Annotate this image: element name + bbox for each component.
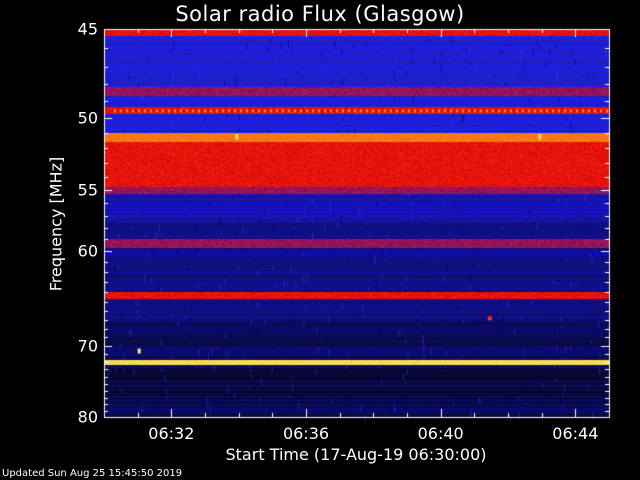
chart-title: Solar radio Flux (Glasgow) <box>175 2 465 26</box>
y-tick-label: 60 <box>77 241 98 261</box>
x-tick-label: 06:32 <box>148 424 195 443</box>
x-axis-label: Start Time (17-Aug-19 06:30:00) <box>225 445 487 464</box>
x-tick-label: 06:36 <box>282 424 330 443</box>
y-axis-label: Frequency [MHz] <box>46 156 66 292</box>
x-tick-label: 06:40 <box>417 424 464 443</box>
x-tick-label: 06:44 <box>552 424 599 443</box>
y-tick-label: 70 <box>77 336 98 356</box>
updated-timestamp: Updated Sun Aug 25 15:45:50 2019 <box>2 468 183 479</box>
y-tick-label: 80 <box>77 407 98 427</box>
y-tick-label: 45 <box>77 19 98 39</box>
y-tick-label: 55 <box>77 180 98 200</box>
y-tick-label: 50 <box>77 108 98 128</box>
